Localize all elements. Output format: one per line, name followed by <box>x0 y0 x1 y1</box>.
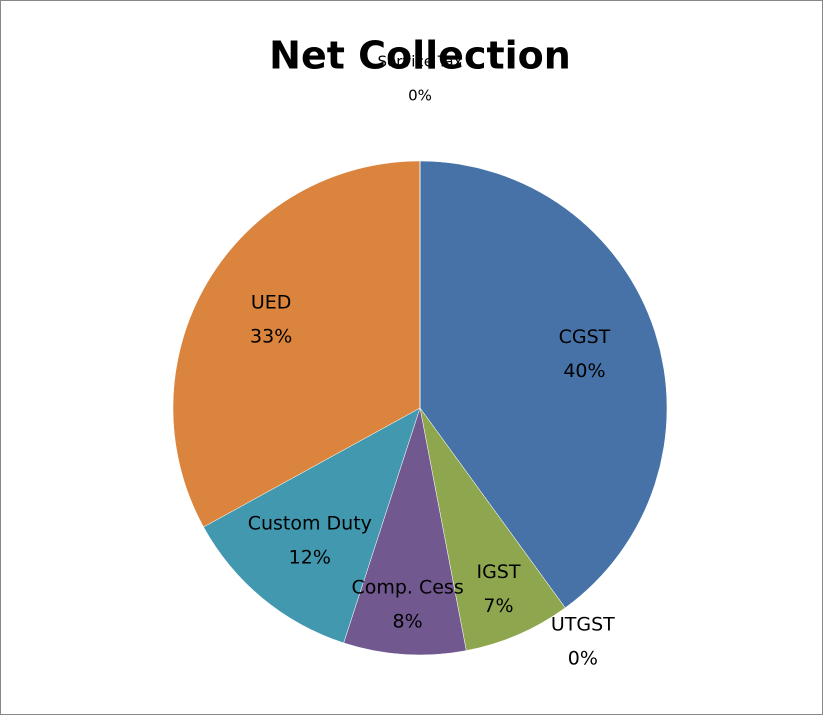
pie-slice <box>419 160 668 609</box>
slice-value-label: 40% <box>563 360 605 382</box>
slice-label: Service Tax <box>378 53 463 71</box>
slice-label: Custom Duty <box>248 513 372 535</box>
slice-value-label: 12% <box>289 547 331 569</box>
slice-value-label: 0% <box>568 648 598 670</box>
chart-title: Net Collection <box>269 34 571 78</box>
slice-label: Comp. Cess <box>351 577 463 599</box>
pie-slice <box>419 407 566 651</box>
slice-value-label: 0% <box>408 87 432 105</box>
pie-slice <box>172 160 421 528</box>
slice-label: CGST <box>559 326 611 348</box>
slice-value-label: 33% <box>250 325 292 347</box>
slice-label: IGST <box>476 561 520 583</box>
slice-value-label: 7% <box>483 595 513 617</box>
pie-slice <box>343 407 467 656</box>
slice-value-label: 8% <box>393 611 423 633</box>
slice-label: UTGST <box>551 614 615 636</box>
pie-slice <box>203 407 421 644</box>
slice-label: UED <box>251 291 292 313</box>
